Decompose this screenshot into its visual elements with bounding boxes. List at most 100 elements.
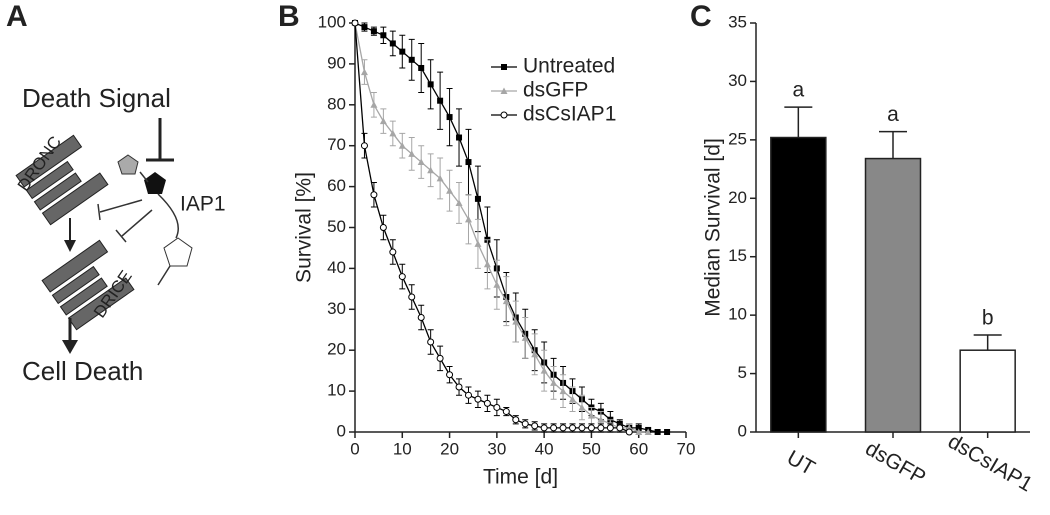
point	[597, 416, 605, 423]
point	[370, 28, 377, 35]
point	[559, 424, 567, 432]
x-tick-label: UT	[783, 446, 819, 480]
point	[587, 412, 595, 419]
point	[446, 114, 453, 121]
point	[408, 150, 416, 157]
x-tick-label: dsGFP	[861, 437, 929, 490]
x-tick-label: 40	[535, 439, 554, 458]
point	[380, 32, 387, 39]
x-tick-label: 50	[582, 439, 601, 458]
point	[493, 281, 501, 288]
bir-domain	[117, 154, 139, 175]
legend-label: Untreated	[523, 55, 615, 78]
bar	[864, 157, 922, 433]
error-bar	[784, 106, 813, 138]
point	[531, 350, 539, 358]
point	[389, 40, 396, 47]
x-tick-label: 20	[440, 439, 459, 458]
legend-marker	[500, 87, 508, 94]
point	[550, 424, 558, 432]
point	[540, 424, 548, 432]
arrow-head	[62, 340, 78, 354]
point	[483, 260, 491, 268]
point	[587, 424, 595, 432]
y-axis-title: Median Survival [d]	[702, 138, 725, 317]
point	[399, 48, 406, 55]
point	[635, 424, 642, 431]
panel-label: A	[6, 0, 28, 33]
point	[474, 240, 482, 247]
diagram: A Death Signal DRONC DRICE IAP1 Ce	[6, 0, 226, 386]
y-tick-label: 40	[327, 258, 346, 277]
point	[408, 293, 416, 301]
point	[521, 420, 529, 428]
inhibit-line	[121, 209, 153, 237]
panel-label: B	[278, 0, 300, 33]
y-tick-label: 0	[337, 421, 346, 440]
y-tick-label: 80	[327, 94, 346, 113]
y-tick-label: 50	[327, 217, 346, 236]
point	[569, 424, 577, 432]
significance-label: b	[982, 307, 994, 330]
arrow-head	[64, 240, 76, 252]
y-tick-label: 15	[728, 246, 747, 265]
y-tick-label: 20	[728, 188, 747, 207]
point	[408, 56, 415, 63]
point	[427, 166, 435, 174]
point	[550, 379, 558, 386]
point	[370, 191, 378, 199]
legend-marker	[501, 64, 507, 70]
point	[512, 416, 520, 424]
point	[418, 64, 425, 71]
point	[465, 159, 472, 166]
point	[351, 19, 359, 27]
bir-domain	[144, 172, 166, 194]
y-tick-label: 90	[327, 53, 346, 72]
y-tick-label: 70	[327, 135, 346, 154]
point	[360, 142, 368, 150]
point	[502, 297, 510, 305]
legend-label: dsGFP	[523, 79, 588, 102]
point	[464, 391, 472, 399]
point	[635, 428, 643, 435]
inhibit-line	[99, 199, 143, 213]
point	[456, 134, 463, 141]
drice-shape	[41, 239, 135, 331]
bar	[959, 349, 1016, 433]
point	[464, 215, 472, 223]
dronc-shape	[15, 134, 109, 226]
inhibit-bar	[115, 229, 127, 243]
legend-label: dsCsIAP1	[523, 103, 616, 126]
point	[417, 158, 425, 166]
point	[370, 101, 378, 108]
outcome-label: Cell Death	[22, 356, 143, 386]
y-axis-title: Survival [%]	[293, 172, 316, 283]
signal-label: Death Signal	[22, 83, 171, 113]
point	[398, 273, 406, 281]
point	[616, 424, 624, 432]
point	[379, 224, 387, 231]
bar	[770, 136, 827, 433]
point	[446, 187, 454, 194]
point	[474, 195, 481, 202]
point	[512, 318, 520, 325]
y-tick-label: 0	[738, 421, 747, 440]
point	[521, 334, 529, 341]
x-tick-label: 70	[677, 439, 696, 458]
point	[644, 428, 652, 435]
x-tick-label: dsCsIAP1	[944, 430, 1036, 497]
significance-label: a	[887, 103, 899, 126]
y-tick-label: 30	[728, 71, 747, 90]
point	[474, 395, 482, 403]
y-tick-label: 60	[327, 176, 346, 195]
point	[398, 142, 406, 149]
point	[625, 428, 633, 436]
point	[578, 403, 586, 411]
point	[493, 403, 501, 411]
point	[361, 24, 368, 31]
significance-label: a	[792, 79, 804, 102]
point	[427, 338, 435, 346]
point	[436, 174, 444, 182]
point	[389, 129, 397, 137]
y-tick-label: 30	[327, 299, 346, 318]
